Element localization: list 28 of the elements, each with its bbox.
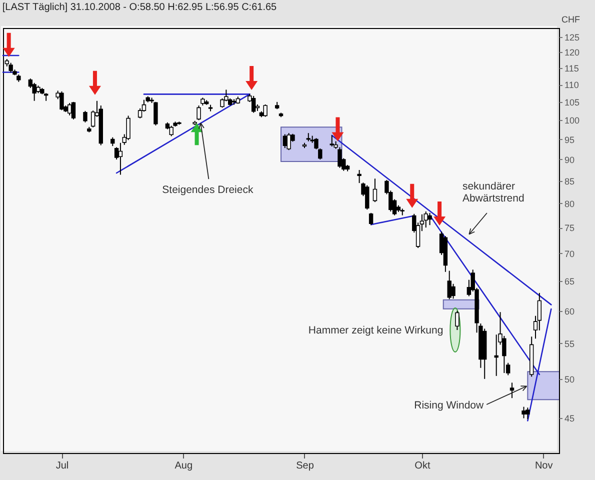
y-tick-label: 85: [564, 176, 575, 186]
x-tick-label: Okt: [414, 460, 430, 472]
y-tick-label: 125: [564, 32, 580, 42]
y-tick-label: 110: [564, 80, 579, 90]
y-tick-label: 80: [564, 198, 575, 209]
y-tick-label: 45: [564, 414, 575, 424]
y-tick-label: 70: [564, 248, 575, 259]
y-tick-label: 75: [564, 223, 575, 234]
y-tick-label: 65: [564, 276, 575, 286]
y-tick-label: 120: [564, 48, 580, 58]
y-tick-label: 50: [564, 374, 575, 384]
x-tick-label: Aug: [174, 460, 193, 472]
x-tick-label: Nov: [534, 460, 553, 472]
x-tick-label: Jul: [56, 460, 69, 472]
annotation: Rising Window: [414, 400, 484, 412]
y-tick-label: 90: [564, 154, 575, 165]
y-tick-label: 60: [564, 306, 575, 316]
y-tick-label: 100: [564, 116, 580, 126]
y-tick-label: 105: [564, 97, 580, 108]
x-tick-label: Sep: [296, 460, 314, 472]
y-axis-title: CHF: [562, 14, 580, 24]
y-tick-label: 55: [564, 338, 575, 349]
annotation: Steigendes Dreieck: [162, 184, 254, 196]
y-tick-label: 95: [564, 134, 575, 145]
chart-title: [LAST Täglich] 31.10.2008 - O:58.50 H:62.95 L:56.95 C:61.65: [2, 2, 278, 13]
annotation: Hammer zeigt keine Wirkung: [308, 324, 444, 337]
y-tick-label: 115: [564, 63, 579, 74]
annotation: sekundärer Abwärtstrend: [462, 180, 524, 205]
